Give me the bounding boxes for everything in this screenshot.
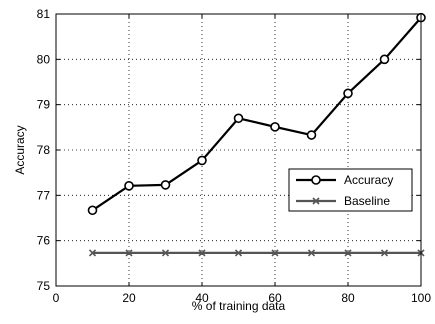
accuracy-point: [343, 88, 353, 99]
axis-ticks: 0 20 40 60 80 100 75 76 77 78 79 80 81: [37, 7, 432, 305]
y-tick-label: 78: [37, 143, 51, 157]
y-tick-label: 81: [37, 7, 51, 21]
y-tick-label: 76: [37, 234, 51, 248]
x-tick-label: 80: [341, 291, 355, 305]
x-tick-label: 40: [195, 291, 209, 305]
baseline-point: [307, 249, 316, 257]
x-tick-label: 20: [122, 291, 136, 305]
baseline-point: [271, 249, 279, 257]
accuracy-point: [197, 155, 207, 166]
x-axis-title: % of training data: [192, 299, 286, 313]
baseline-point: [234, 249, 243, 257]
accuracy-point: [87, 205, 98, 216]
baseline-point: [198, 249, 206, 257]
accuracy-point: [270, 122, 280, 132]
y-tick-label: 75: [37, 279, 51, 293]
x-tick-label: 0: [53, 291, 60, 305]
y-axis-title: Accuracy: [13, 125, 27, 174]
legend-baseline-label: Baseline: [344, 194, 390, 208]
accuracy-point: [379, 54, 390, 65]
baseline-point: [161, 249, 170, 257]
legend: Accuracy Baseline: [288, 168, 413, 212]
x-tick-label: 60: [268, 291, 282, 305]
legend-box: [288, 168, 413, 212]
y-tick-label: 80: [37, 52, 51, 66]
baseline-point: [380, 249, 389, 257]
grid: [56, 14, 421, 286]
series-layer: [87, 12, 426, 257]
accuracy-series-line: [91, 16, 422, 212]
legend-accuracy-label: Accuracy: [344, 173, 393, 187]
baseline-point: [125, 249, 133, 257]
y-tick-label: 79: [37, 98, 51, 112]
y-tick-label: 77: [37, 188, 51, 202]
baseline-point: [344, 249, 352, 257]
accuracy-point: [160, 180, 171, 190]
legend-baseline-marker: [312, 197, 320, 205]
accuracy-point: [233, 113, 244, 124]
plot-area-frame: [55, 13, 422, 287]
baseline-point: [88, 249, 97, 257]
accuracy-point: [124, 181, 134, 191]
accuracy-point: [306, 130, 317, 140]
legend-accuracy-marker: [311, 175, 321, 185]
x-tick-label: 100: [411, 291, 431, 305]
